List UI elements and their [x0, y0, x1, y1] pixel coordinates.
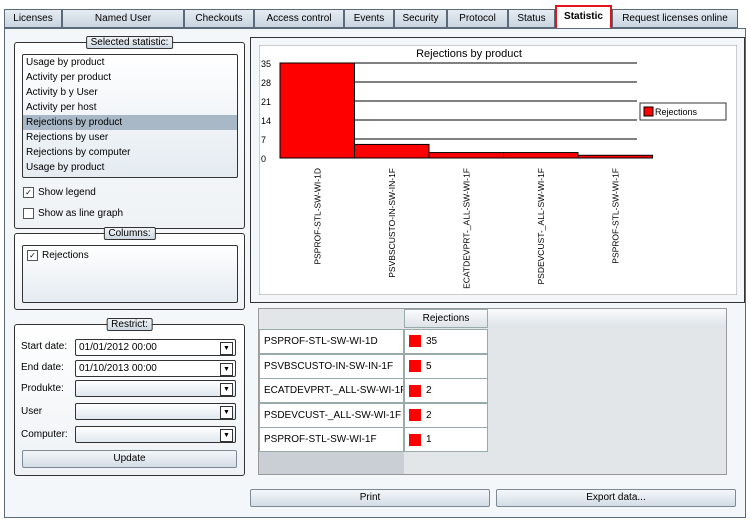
y-tick-label: 7	[261, 135, 266, 145]
columns-group: Columns: ✓ Rejections	[14, 227, 245, 310]
start-date-value: 01/01/2012 00:00	[79, 342, 157, 353]
bar	[577, 154, 653, 159]
color-swatch-icon	[409, 335, 421, 348]
y-tick-label: 14	[261, 116, 271, 126]
statistic-item[interactable]: Rejections by user	[26, 132, 109, 143]
show-line-graph-label: Show as line graph	[38, 208, 124, 220]
row-header[interactable]: PSPROF-STL-SW-WI-1D	[259, 329, 404, 354]
chevron-down-icon[interactable]: ▼	[220, 342, 233, 355]
tab-named-user[interactable]: Named User	[62, 9, 184, 28]
legend-label: Rejections	[655, 107, 698, 117]
end-date-label: End date:	[21, 362, 64, 373]
end-date-field[interactable]: 01/10/2013 00:00 ▼	[75, 360, 236, 377]
x-tick-label: ECATDEVPRT-_ALL-SW-WI-1F	[461, 168, 471, 289]
statistic-item[interactable]: Rejections by product	[23, 115, 237, 130]
bar-chart: Rejections by product 0 7 14 21 28 35 PSPROF-ST…	[259, 45, 737, 295]
y-tick-label: 28	[261, 78, 271, 88]
y-tick-label: 35	[261, 59, 271, 69]
x-tick-label: PSPROF-STL-SW-WI-1F	[610, 168, 620, 264]
bar	[503, 152, 579, 159]
x-tick-label: PSVBSCUSTO-IN-SW-IN-1F	[387, 168, 397, 278]
row-header[interactable]: PSPROF-STL-SW-WI-1F	[259, 427, 404, 453]
start-date-label: Start date:	[21, 341, 68, 352]
y-tick-label: 0	[261, 154, 266, 164]
computer-select[interactable]: ▼	[75, 426, 236, 443]
user-label: User	[21, 406, 43, 417]
cell-value: 1	[426, 434, 432, 446]
end-date-value: 01/10/2013 00:00	[79, 363, 157, 374]
row-header[interactable]: ECATDEVPRT-_ALL-SW-WI-1F	[259, 378, 404, 404]
columns-list[interactable]: ✓ Rejections	[22, 245, 238, 303]
cell-value: 5	[426, 360, 432, 372]
bar	[354, 143, 430, 159]
color-swatch-icon	[409, 384, 421, 397]
update-button[interactable]: Update	[22, 450, 237, 468]
column-header-rejections[interactable]: Rejections	[404, 309, 488, 328]
chevron-down-icon[interactable]: ▼	[220, 429, 233, 442]
product-label: Produkte:	[21, 383, 64, 394]
computer-label: Computer:	[21, 429, 68, 440]
cell-value: 2	[426, 385, 432, 397]
cell-value: 35	[426, 336, 438, 347]
product-select[interactable]: ▼	[75, 380, 236, 397]
legend	[639, 102, 727, 121]
group-label: Restrict:	[106, 318, 153, 331]
color-swatch-icon	[409, 359, 421, 372]
table-footer	[259, 452, 404, 474]
statistic-item[interactable]: Activity per host	[26, 102, 97, 113]
x-tick-label: PSPROF-STL-SW-WI-1D	[312, 168, 322, 265]
table-cell[interactable]: 35	[404, 329, 488, 354]
tab-access-control[interactable]: Access control	[254, 9, 344, 28]
column-label: Rejections	[42, 250, 89, 262]
selected-statistic-group: Selected statistic: Usage by product Acti…	[14, 36, 245, 229]
x-tick-label: PSDEVCUST-_ALL-SW-WI-1F	[536, 168, 546, 285]
tab-licenses[interactable]: Licenses	[4, 9, 62, 28]
tab-events[interactable]: Events	[344, 9, 394, 28]
header-filler	[488, 309, 726, 328]
statistic-item[interactable]: Activity b y User	[26, 87, 98, 98]
tab-checkouts[interactable]: Checkouts	[184, 9, 254, 28]
color-swatch-icon	[409, 433, 421, 446]
statistic-item[interactable]: Usage by product	[26, 162, 105, 173]
table-cell[interactable]: 2	[404, 378, 488, 404]
cell-value: 2	[426, 409, 432, 421]
start-date-field[interactable]: 01/01/2012 00:00 ▼	[75, 339, 236, 356]
chevron-down-icon[interactable]: ▼	[220, 383, 233, 396]
statistic-list[interactable]: Usage by product Activity per product Acti…	[22, 54, 238, 178]
tab-protocol[interactable]: Protocol	[447, 9, 508, 28]
bar	[428, 152, 504, 159]
checkbox-icon: ✓	[27, 250, 38, 261]
table-cell[interactable]: 2	[404, 402, 488, 428]
row-header[interactable]: PSDEVCUST-_ALL-SW-WI-1F	[259, 402, 404, 428]
chart-title: Rejections by product	[416, 48, 522, 60]
group-label: Selected statistic:	[85, 36, 174, 49]
bar	[279, 62, 355, 159]
print-button[interactable]: Print	[250, 489, 490, 507]
tab-request-licenses-online[interactable]: Request licenses online	[612, 9, 738, 28]
show-legend-checkbox[interactable]: ✓ Show legend	[23, 187, 96, 198]
tab-statistic[interactable]: Statistic	[555, 5, 612, 29]
user-select[interactable]: ▼	[75, 403, 236, 420]
table-cell[interactable]: 1	[404, 427, 488, 453]
chevron-down-icon[interactable]: ▼	[220, 363, 233, 376]
row-header[interactable]: PSVBSCUSTO-IN-SW-IN-1F	[259, 353, 404, 379]
column-rejections[interactable]: ✓ Rejections	[23, 246, 237, 265]
checkbox-icon	[23, 208, 34, 219]
legend-swatch	[643, 106, 654, 117]
show-legend-label: Show legend	[38, 187, 96, 199]
chevron-down-icon[interactable]: ▼	[220, 406, 233, 419]
statistic-item[interactable]: Rejections by computer	[26, 147, 131, 158]
checkbox-icon: ✓	[23, 187, 34, 198]
statistic-item[interactable]: Usage by product	[26, 57, 105, 68]
table-cell[interactable]: 5	[404, 353, 488, 379]
tab-security[interactable]: Security	[394, 9, 447, 28]
tab-status[interactable]: Status	[508, 9, 555, 28]
group-label: Columns:	[103, 227, 156, 240]
statistic-item[interactable]: Activity per product	[26, 72, 112, 83]
show-line-graph-checkbox[interactable]: Show as line graph	[23, 208, 123, 219]
color-swatch-icon	[409, 409, 421, 422]
y-tick-label: 21	[261, 97, 271, 107]
export-data-button[interactable]: Export data...	[496, 489, 736, 507]
